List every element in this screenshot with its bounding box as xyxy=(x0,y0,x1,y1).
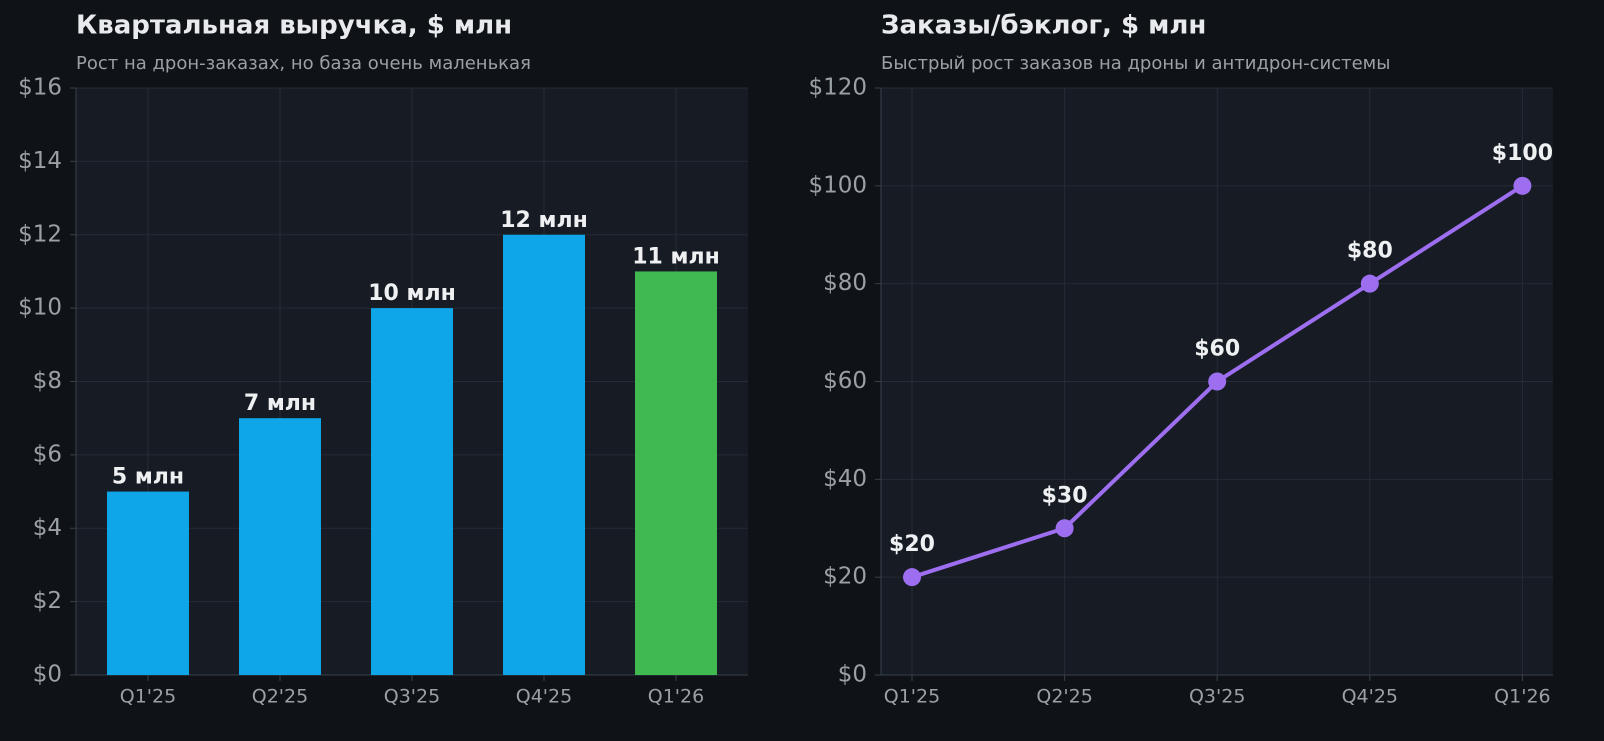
x-tick-label: Q1'25 xyxy=(120,686,176,708)
y-tick-label: $100 xyxy=(808,172,867,198)
value-label: $80 xyxy=(1347,239,1393,264)
x-tick-label: Q1'25 xyxy=(884,686,940,708)
x-tick-label: Q4'25 xyxy=(516,686,572,708)
x-tick-label: Q3'25 xyxy=(1189,686,1245,708)
x-tick-label: Q1'26 xyxy=(1494,686,1550,708)
x-tick-label: Q4'25 xyxy=(1342,686,1398,708)
value-label: 12 млн xyxy=(500,208,588,233)
value-label: 5 млн xyxy=(112,465,184,490)
value-label: $60 xyxy=(1194,337,1240,362)
value-label: 7 млн xyxy=(244,391,316,416)
y-tick-label: $2 xyxy=(33,588,62,614)
point xyxy=(1055,519,1074,538)
y-tick-label: $8 xyxy=(33,368,62,394)
y-tick-label: $120 xyxy=(808,75,867,101)
bar xyxy=(503,234,585,675)
value-label: $100 xyxy=(1492,141,1553,166)
bar xyxy=(371,308,453,675)
chart-title: Квартальная выручка, $ млн xyxy=(76,11,512,41)
value-label: 10 млн xyxy=(368,281,456,306)
y-tick-label: $12 xyxy=(18,221,62,247)
point xyxy=(903,568,921,587)
chart-subtitle: Рост на дрон-заказах, но база очень мале… xyxy=(76,53,531,74)
point xyxy=(1360,274,1379,293)
point xyxy=(1513,176,1532,195)
bar xyxy=(107,491,189,675)
chart-title: Заказы/бэклог, $ млн xyxy=(881,11,1206,41)
x-tick-label: Q1'26 xyxy=(648,686,704,708)
y-tick-label: $0 xyxy=(838,662,867,688)
y-tick-label: $80 xyxy=(823,270,867,296)
x-tick-label: Q3'25 xyxy=(384,686,440,708)
y-tick-label: $4 xyxy=(33,515,62,541)
point xyxy=(1208,372,1227,391)
y-tick-label: $14 xyxy=(18,148,62,174)
value-label: 11 млн xyxy=(632,244,720,269)
chart-subtitle: Быстрый рост заказов на дроны и антидрон… xyxy=(881,53,1390,74)
value-label: $20 xyxy=(889,532,935,557)
x-tick-label: Q2'25 xyxy=(1036,686,1092,708)
bar xyxy=(635,271,717,675)
y-tick-label: $0 xyxy=(33,662,62,688)
y-tick-label: $6 xyxy=(33,441,62,467)
y-tick-label: $16 xyxy=(18,75,62,101)
y-tick-label: $40 xyxy=(823,466,867,492)
y-tick-label: $10 xyxy=(18,295,62,321)
bar xyxy=(239,418,321,675)
x-tick-label: Q2'25 xyxy=(252,686,308,708)
y-tick-label: $60 xyxy=(823,368,867,394)
y-tick-label: $20 xyxy=(823,564,867,590)
value-label: $30 xyxy=(1042,483,1088,508)
